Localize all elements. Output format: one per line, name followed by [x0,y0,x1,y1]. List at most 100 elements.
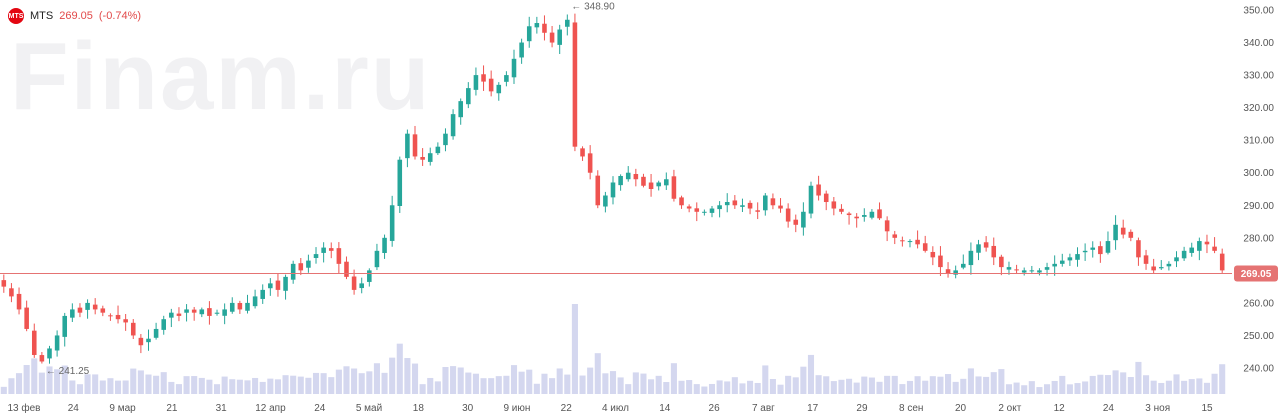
volume-bar [648,379,655,394]
candle-body [146,338,151,343]
volume-bar [183,376,190,394]
x-tick-label: 14 [659,403,671,414]
candle-body [115,314,121,320]
volume-bar [434,381,441,394]
volume-bar [1089,375,1096,394]
volume-bar [785,375,792,394]
volume-bar [450,366,457,394]
candle-body [1219,253,1225,271]
candle-body [85,302,90,310]
volume-bar [884,375,891,394]
candle-body [869,211,875,218]
volume-bar [175,384,182,394]
volume-bar [571,304,578,394]
candle-body [976,244,981,253]
candle-body [572,22,578,147]
candle-body [1098,246,1103,255]
x-tick-label: 20 [955,403,967,414]
volume-bar [198,377,205,394]
candle-body [1014,269,1019,271]
candle-body [938,255,943,268]
candle-body [9,288,14,297]
candle-body [420,156,425,160]
volume-bar [594,353,601,394]
candle-body [884,220,890,232]
volume-bar [244,380,251,394]
candle-body [999,256,1004,268]
volume-bar [1196,378,1203,394]
candle-body [587,153,593,173]
candle-body [717,205,722,210]
candle-body [138,337,144,346]
candle-body [839,208,844,212]
volume-bar [731,377,738,394]
candle-body [747,202,753,209]
volume-bar [678,380,685,394]
candle-body [1021,270,1027,273]
candle-body [922,243,928,251]
volume-bar [373,363,380,394]
price-change: (-0.74%) [98,10,142,22]
y-tick-label: 350.00 [1243,6,1274,17]
volume-bar [137,370,144,394]
candle-body [504,75,509,82]
volume-bar [38,372,45,394]
candle-body [1,280,7,287]
x-tick-label: 18 [413,403,425,414]
candle-body [214,312,220,314]
x-tick-label: 9 мар [109,403,136,414]
candle-body [915,239,920,245]
volume-bar [800,366,807,394]
candle-body [77,307,83,313]
candle-body [557,29,562,45]
volume-bar [998,369,1005,394]
volume-bar [533,383,540,394]
candle-body [816,184,821,196]
volume-bar [510,365,518,394]
candle-body [39,355,45,362]
candle-body [123,319,128,323]
volume-bar [777,384,784,394]
volume-bar [488,378,495,394]
volume-bar [343,366,350,394]
volume-bar [1127,377,1134,394]
candle-body [328,248,334,251]
candle-body [458,101,463,118]
candle-body [534,23,540,28]
x-tick-label: 31 [216,403,228,414]
y-tick-label: 300.00 [1243,168,1274,179]
candle-body [1059,260,1065,264]
x-tick-label: 8 сен [899,403,923,414]
candle-body [983,242,989,248]
volume-bar [967,368,974,394]
candle-body [435,146,441,154]
volume-bar [564,374,571,394]
candle-body [405,133,410,159]
candle-body [686,206,692,209]
y-tick-label: 240.00 [1243,364,1274,375]
volume-bar [99,380,106,394]
candle-body [184,309,189,313]
volume-bar [1112,370,1119,394]
candle-body [313,254,319,259]
volume-bar [891,375,898,394]
instrument-header: MTS MTS 269.05 (-0.74%) [8,8,141,24]
volume-bar [701,386,708,394]
volume-bar [46,366,53,394]
candle-body [549,32,555,43]
candle-body [808,185,814,214]
volume-bar [1219,364,1226,394]
candle-body [1166,263,1172,267]
candle-body [153,328,159,338]
volume-bar [1150,380,1157,394]
volume-bar [153,375,160,394]
candle-body [336,248,342,264]
candle-body [740,205,745,207]
volume-bar [670,363,677,394]
candle-body [823,193,829,203]
x-tick-label: 22 [561,403,573,414]
x-tick-label: 4 июл [602,403,629,414]
volume-bar [252,377,259,394]
ticker-symbol: MTS [30,10,54,22]
